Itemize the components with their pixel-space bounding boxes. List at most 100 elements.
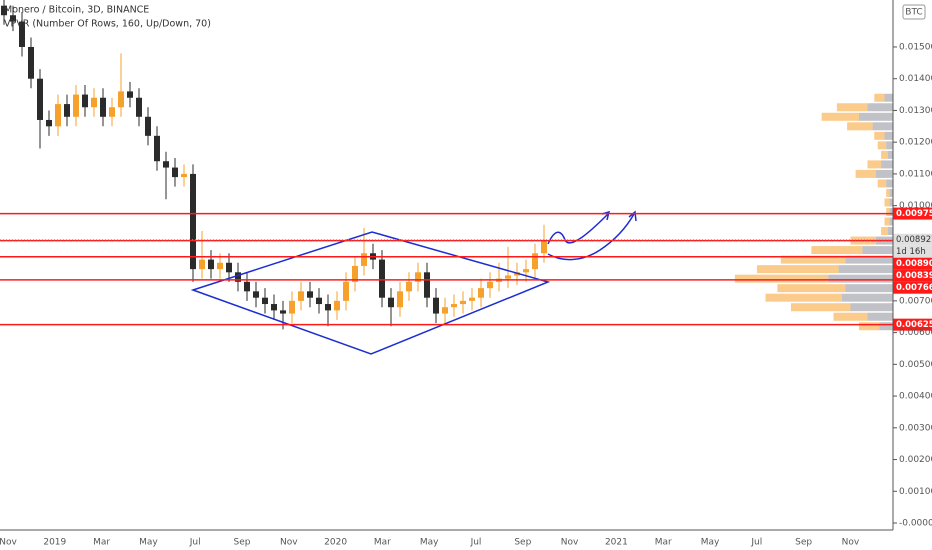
- x-tick-label: Nov: [561, 538, 579, 548]
- x-tick-label: Jul: [750, 538, 762, 548]
- candle-body: [226, 262, 232, 273]
- profile-up: [874, 131, 885, 140]
- profile-down: [845, 284, 893, 293]
- x-tick-label: 2020: [324, 538, 347, 548]
- candle-body: [343, 281, 349, 301]
- profile-up: [765, 293, 842, 302]
- currency-badge[interactable]: BTC: [905, 8, 922, 18]
- profile-up: [886, 208, 890, 216]
- candle-body: [298, 291, 304, 301]
- candle-body: [442, 307, 448, 314]
- x-tick-label: Mar: [374, 538, 391, 548]
- profile-up: [881, 150, 888, 159]
- candle-body: [352, 265, 358, 282]
- x-tick-label: Mar: [93, 538, 110, 548]
- candle-body: [55, 104, 61, 127]
- price-label-box: [893, 269, 932, 282]
- candle-body: [208, 259, 214, 270]
- profile-down: [886, 179, 893, 188]
- price-label: 0.008927: [896, 235, 932, 245]
- x-tick-label: Sep: [795, 538, 812, 548]
- profile-down: [850, 303, 893, 312]
- candle-body: [37, 78, 43, 120]
- profile-down: [867, 103, 893, 112]
- candle-body: [73, 94, 79, 117]
- axes: -0.000000 0.001000 0.002000 0.003000 0.00400…: [0, 42, 932, 547]
- y-tick-label: 0.013000: [899, 106, 932, 116]
- candle-body: [415, 272, 421, 282]
- candle-body: [406, 281, 412, 292]
- indicator-label: VPVR (Number Of Rows, 160, Up/Down, 70): [4, 19, 211, 30]
- profile-up: [734, 274, 829, 283]
- currency-badge-box[interactable]: [902, 4, 926, 20]
- candle-body: [253, 291, 259, 298]
- profile-down: [887, 227, 893, 236]
- candle-body: [487, 281, 493, 289]
- x-tick-label: 2019: [43, 538, 66, 548]
- x-tick-label: Sep: [234, 538, 251, 548]
- candle-body: [460, 300, 466, 305]
- profile-up: [874, 93, 885, 102]
- profile-up: [881, 227, 888, 236]
- y-tick-label: 0.012000: [899, 138, 932, 148]
- profile-up: [821, 112, 859, 121]
- profile-down: [828, 274, 893, 283]
- y-tick-label: 0.004000: [899, 392, 932, 402]
- profile-down: [884, 93, 893, 102]
- candle-body: [325, 304, 331, 311]
- profile-up: [757, 265, 839, 274]
- y-tick-label: 0.014000: [899, 74, 932, 84]
- profile-up: [884, 198, 890, 207]
- x-tick-label: May: [701, 538, 720, 548]
- y-tick-label: 0.003000: [899, 423, 932, 433]
- candle-body: [334, 300, 340, 311]
- price-label: 0.006250: [896, 320, 932, 330]
- candle-body: [190, 173, 196, 270]
- y-tick-label: 0.011000: [899, 169, 932, 179]
- candle-body: [397, 291, 403, 308]
- y-tick-label: 0.010000: [899, 201, 932, 211]
- profile-up: [859, 322, 880, 331]
- y-tick-label: 0.015000: [899, 42, 932, 52]
- candle-body: [424, 272, 430, 298]
- profile-up: [867, 160, 882, 169]
- x-tick-label: Jul: [470, 538, 482, 548]
- candle-body: [271, 304, 277, 311]
- candle-body: [100, 97, 106, 117]
- candle-body: [145, 116, 151, 136]
- candle-body: [532, 253, 538, 270]
- profile-down: [889, 198, 893, 207]
- candle-body: [109, 107, 115, 117]
- arrow-head: [628, 210, 637, 222]
- candle-body: [451, 304, 457, 308]
- price-label-box: [893, 207, 932, 220]
- profile-up: [877, 141, 887, 150]
- candle-body: [289, 300, 295, 314]
- profile-down: [859, 112, 893, 121]
- x-tick-label: Nov: [0, 538, 17, 548]
- profile-down: [881, 160, 893, 169]
- candle-body: [235, 272, 241, 282]
- profile-down: [889, 217, 893, 226]
- y-tick-label: 0.002000: [899, 455, 932, 465]
- candle-body: [541, 240, 547, 254]
- y-tick-label: 0.007000: [899, 296, 932, 306]
- candles: [1, 0, 547, 330]
- profile-up: [847, 122, 873, 131]
- y-tick-label: 0.001000: [899, 487, 932, 497]
- candle-body: [379, 259, 385, 298]
- candle-body: [433, 297, 439, 314]
- projection-arrow: [547, 213, 635, 261]
- profile-down: [887, 150, 893, 159]
- price-label-box: [893, 233, 932, 246]
- candle-body: [154, 135, 160, 162]
- candle-body: [19, 21, 25, 47]
- volume-profile: [734, 93, 893, 331]
- candle-body: [388, 297, 394, 308]
- profile-up: [833, 312, 868, 321]
- profile-down: [838, 265, 893, 274]
